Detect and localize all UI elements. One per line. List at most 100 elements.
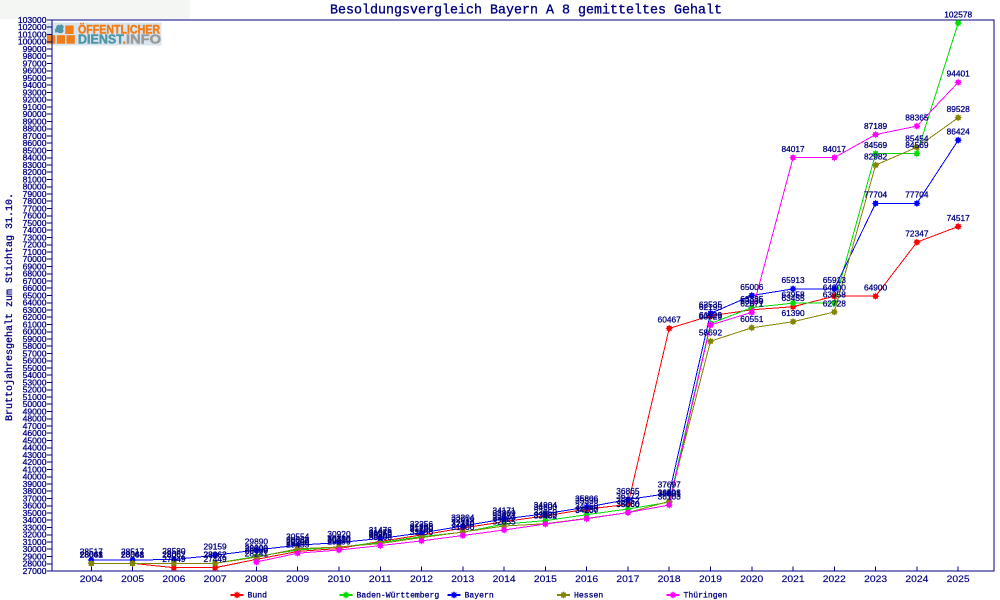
svg-text:31076: 31076 (369, 528, 392, 538)
svg-text:84000: 84000 (23, 153, 47, 163)
svg-text:29159: 29159 (204, 542, 227, 552)
svg-text:67000: 67000 (23, 276, 47, 286)
svg-text:35060: 35060 (616, 499, 639, 509)
svg-text:2005: 2005 (121, 574, 144, 585)
svg-text:2011: 2011 (369, 574, 392, 585)
svg-text:79000: 79000 (23, 189, 47, 199)
svg-text:28517: 28517 (80, 546, 103, 556)
svg-text:63958: 63958 (823, 289, 846, 299)
svg-text:38000: 38000 (23, 486, 47, 496)
svg-text:28000: 28000 (23, 559, 47, 569)
svg-text:86000: 86000 (23, 138, 47, 148)
svg-text:31000: 31000 (23, 537, 47, 547)
svg-text:64000: 64000 (23, 298, 47, 308)
svg-text:58000: 58000 (23, 341, 47, 351)
svg-text:2004: 2004 (80, 574, 104, 585)
svg-text:98000: 98000 (23, 51, 47, 61)
svg-text:Hessen: Hessen (574, 592, 603, 600)
svg-text:99000: 99000 (23, 44, 47, 54)
svg-text:48000: 48000 (23, 414, 47, 424)
svg-text:34600: 34600 (534, 502, 557, 512)
svg-text:29000: 29000 (245, 543, 268, 553)
svg-text:97000: 97000 (23, 58, 47, 68)
svg-text:53000: 53000 (23, 377, 47, 387)
svg-text:96000: 96000 (23, 66, 47, 76)
svg-text:85000: 85000 (23, 145, 47, 155)
svg-text:84569: 84569 (864, 140, 887, 150)
svg-text:30500: 30500 (369, 532, 392, 542)
svg-text:29890: 29890 (245, 536, 268, 546)
svg-text:92000: 92000 (23, 95, 47, 105)
svg-text:37000: 37000 (23, 493, 47, 503)
svg-text:32256: 32256 (410, 519, 433, 529)
svg-text:ÖFFENTLICHER: ÖFFENTLICHER (78, 23, 161, 36)
svg-text:54000: 54000 (23, 370, 47, 380)
svg-text:Besoldungsvergleich Bayern A 8: Besoldungsvergleich Bayern A 8 gemittelt… (330, 3, 722, 19)
svg-text:35000: 35000 (23, 508, 47, 518)
svg-text:61129: 61129 (699, 310, 722, 320)
svg-text:2019: 2019 (699, 574, 722, 585)
svg-text:28062: 28062 (162, 550, 185, 560)
svg-text:27449: 27449 (204, 554, 227, 564)
svg-text:34207: 34207 (575, 505, 598, 515)
svg-text:28061: 28061 (121, 550, 144, 560)
svg-text:89528: 89528 (947, 104, 970, 114)
svg-text:93000: 93000 (23, 87, 47, 97)
svg-text:74517: 74517 (947, 213, 970, 223)
svg-text:30800: 30800 (369, 530, 392, 540)
svg-text:2006: 2006 (162, 574, 185, 585)
svg-text:61000: 61000 (23, 319, 47, 329)
svg-text:85454: 85454 (905, 134, 928, 144)
svg-text:78000: 78000 (23, 196, 47, 206)
svg-text:32655: 32655 (493, 516, 516, 526)
svg-text:60467: 60467 (658, 315, 681, 325)
svg-text:30310: 30310 (327, 533, 350, 543)
svg-text:77000: 77000 (23, 203, 47, 213)
svg-text:28062: 28062 (162, 550, 185, 560)
svg-text:30300: 30300 (327, 533, 350, 543)
svg-text:60929: 60929 (699, 311, 722, 321)
svg-text:56000: 56000 (23, 356, 47, 366)
svg-text:74000: 74000 (23, 225, 47, 235)
svg-text:30920: 30920 (327, 529, 350, 539)
svg-text:101000: 101000 (18, 29, 47, 39)
svg-text:65913: 65913 (823, 275, 846, 285)
svg-text:45000: 45000 (23, 435, 47, 445)
svg-text:37697: 37697 (658, 480, 681, 490)
svg-text:40000: 40000 (23, 472, 47, 482)
svg-text:41000: 41000 (23, 464, 47, 474)
svg-text:33482: 33482 (534, 510, 557, 520)
svg-text:44000: 44000 (23, 443, 47, 453)
svg-text:50000: 50000 (23, 399, 47, 409)
svg-text:31476: 31476 (369, 525, 392, 535)
svg-text:31600: 31600 (410, 524, 433, 534)
svg-text:77704: 77704 (905, 190, 928, 200)
svg-text:94401: 94401 (947, 69, 970, 79)
svg-text:65000: 65000 (23, 290, 47, 300)
svg-text:39000: 39000 (23, 479, 47, 489)
svg-text:32350: 32350 (451, 519, 474, 529)
svg-text:29900: 29900 (286, 536, 309, 546)
svg-text:28517: 28517 (121, 546, 144, 556)
svg-text:81000: 81000 (23, 174, 47, 184)
svg-text:Baden-Württemberg: Baden-Württemberg (357, 591, 440, 600)
svg-text:2016: 2016 (575, 574, 598, 585)
svg-text:76000: 76000 (23, 211, 47, 221)
svg-text:62195: 62195 (699, 302, 722, 312)
svg-text:2018: 2018 (658, 574, 681, 585)
svg-text:33000: 33000 (23, 522, 47, 532)
svg-text:102578: 102578 (944, 9, 972, 19)
svg-text:69000: 69000 (23, 261, 47, 271)
svg-text:51000: 51000 (23, 392, 47, 402)
svg-text:55000: 55000 (23, 363, 47, 373)
svg-text:72347: 72347 (905, 229, 928, 239)
svg-text:35806: 35806 (575, 494, 598, 504)
svg-text:68000: 68000 (23, 269, 47, 279)
svg-text:64900: 64900 (823, 283, 846, 293)
svg-text:29455: 29455 (286, 540, 309, 550)
svg-text:2023: 2023 (864, 574, 887, 585)
svg-text:34000: 34000 (23, 515, 47, 525)
svg-text:47000: 47000 (23, 421, 47, 431)
svg-text:31750: 31750 (410, 523, 433, 533)
svg-text:88000: 88000 (23, 124, 47, 134)
